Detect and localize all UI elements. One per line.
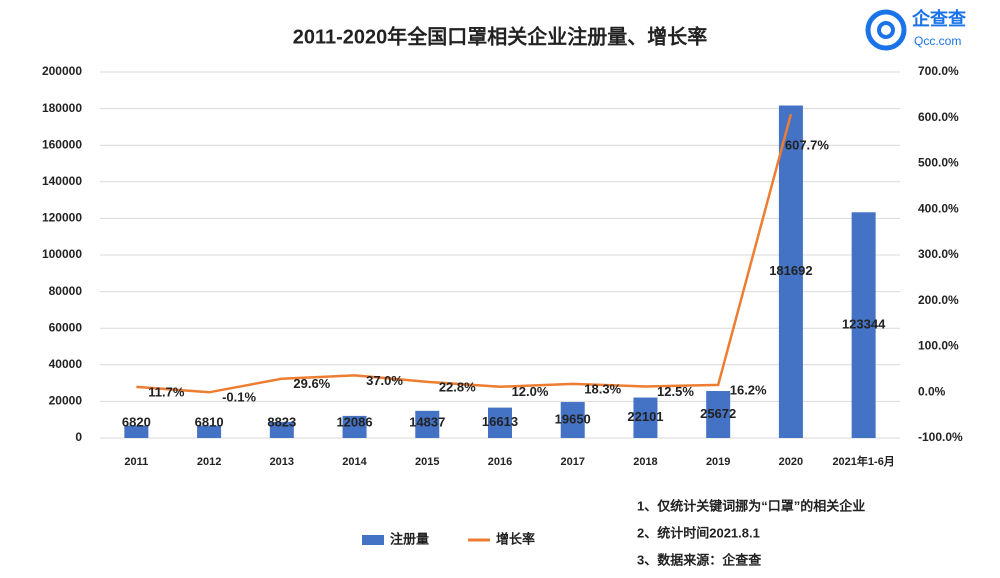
bar-value-label: 6820 bbox=[122, 414, 151, 429]
x-tick-label: 2021年1-6月 bbox=[832, 454, 894, 468]
y-tick-label: 120000 bbox=[42, 211, 82, 225]
bar bbox=[197, 425, 222, 438]
bar bbox=[269, 421, 294, 438]
note: 1、仅统计关键词挪为“口罩”的相关企业 bbox=[637, 498, 865, 513]
bar-value-label: 123344 bbox=[842, 317, 886, 332]
x-tick-label: 2012 bbox=[197, 456, 221, 468]
y-tick-label: 200000 bbox=[42, 64, 82, 78]
bar-value-label: 25672 bbox=[700, 406, 736, 421]
legend-swatch bbox=[362, 535, 384, 545]
y2-tick-label: -100.0% bbox=[918, 430, 963, 444]
line-value-label: 16.2% bbox=[730, 382, 767, 397]
y-tick-label: 0 bbox=[75, 430, 82, 444]
y2-tick-label: 600.0% bbox=[918, 110, 959, 124]
x-tick-label: 2018 bbox=[633, 456, 657, 468]
note: 2、统计时间2021.8.1 bbox=[637, 525, 760, 540]
line-value-label: -0.1% bbox=[222, 390, 256, 405]
y-tick-label: 140000 bbox=[42, 174, 82, 188]
x-tick-label: 2013 bbox=[270, 456, 294, 468]
line bbox=[136, 113, 793, 394]
line-value-label: 22.8% bbox=[439, 379, 476, 394]
bar bbox=[488, 407, 512, 438]
line-value-label: 37.0% bbox=[366, 373, 403, 388]
bar-value-label: 19650 bbox=[555, 411, 591, 426]
y-tick-label: 60000 bbox=[49, 320, 83, 334]
y2-tick-label: 500.0% bbox=[918, 156, 959, 170]
y2-tick-label: 300.0% bbox=[918, 247, 959, 261]
bar bbox=[633, 397, 658, 438]
y-tick-label: 100000 bbox=[42, 247, 82, 261]
chart-title: 2011-2020年全国口罩相关企业注册量、增长率 bbox=[293, 24, 708, 48]
bar bbox=[851, 212, 876, 438]
y2-tick-label: 200.0% bbox=[918, 293, 959, 307]
line-value-label: 18.3% bbox=[584, 381, 621, 396]
bar bbox=[706, 391, 731, 438]
y-tick-label: 40000 bbox=[49, 357, 83, 371]
y2-tick-label: 100.0% bbox=[918, 339, 959, 353]
logo: 企查查 Qcc.com bbox=[865, 8, 966, 51]
bar-value-label: 181692 bbox=[769, 263, 812, 278]
line-value-label: 29.6% bbox=[293, 376, 330, 391]
x-tick-label: 2016 bbox=[488, 456, 512, 468]
note: 3、数据来源：企查查 bbox=[637, 552, 762, 567]
line-value-label: 12.0% bbox=[512, 384, 549, 399]
bar bbox=[560, 402, 585, 438]
legend-label: 增长率 bbox=[496, 531, 535, 546]
line-value-label: 11.7% bbox=[148, 384, 185, 399]
y2-tick-label: 0.0% bbox=[918, 384, 946, 398]
bar bbox=[778, 105, 803, 439]
bar-value-label: 22101 bbox=[627, 409, 663, 424]
bar-value-label: 6810 bbox=[195, 414, 224, 429]
y-tick-label: 20000 bbox=[49, 394, 83, 408]
bar-value-label: 8823 bbox=[267, 414, 296, 429]
y2-tick-label: 400.0% bbox=[918, 201, 959, 215]
y2-tick-label: 700.0% bbox=[918, 64, 959, 78]
x-tick-label: 2017 bbox=[560, 456, 584, 468]
bar bbox=[415, 410, 440, 438]
y-tick-label: 160000 bbox=[42, 137, 82, 151]
x-tick-label: 2015 bbox=[415, 456, 439, 468]
line-value-label: 12.5% bbox=[657, 384, 694, 399]
y-tick-label: 180000 bbox=[42, 101, 82, 115]
bar bbox=[124, 425, 149, 438]
x-tick-label: 2020 bbox=[779, 456, 803, 468]
logo-icon bbox=[865, 9, 907, 51]
bar bbox=[342, 415, 367, 438]
x-tick-label: 2014 bbox=[342, 456, 367, 468]
legend-label: 注册量 bbox=[390, 531, 429, 546]
logo-name: 企查查 bbox=[911, 8, 966, 29]
y-tick-label: 80000 bbox=[49, 284, 83, 298]
line-value-label: 607.7% bbox=[785, 138, 830, 153]
bar-value-label: 14837 bbox=[409, 414, 445, 429]
x-tick-label: 2019 bbox=[706, 456, 730, 468]
logo-icon bbox=[877, 21, 895, 39]
bar-value-label: 16613 bbox=[482, 414, 518, 429]
x-tick-label: 2011 bbox=[124, 456, 148, 468]
logo-site: Qcc.com bbox=[914, 34, 961, 48]
bar-value-label: 12086 bbox=[336, 414, 372, 429]
